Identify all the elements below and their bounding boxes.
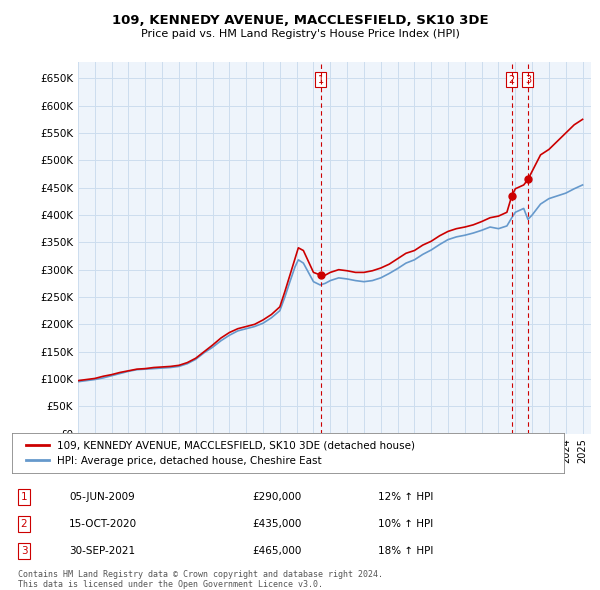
Text: £435,000: £435,000 (252, 519, 301, 529)
Text: 3: 3 (20, 546, 28, 556)
Text: Price paid vs. HM Land Registry's House Price Index (HPI): Price paid vs. HM Land Registry's House … (140, 30, 460, 39)
Text: Contains HM Land Registry data © Crown copyright and database right 2024.: Contains HM Land Registry data © Crown c… (18, 570, 383, 579)
Text: 2: 2 (20, 519, 28, 529)
Text: 109, KENNEDY AVENUE, MACCLESFIELD, SK10 3DE: 109, KENNEDY AVENUE, MACCLESFIELD, SK10 … (112, 14, 488, 27)
Text: This data is licensed under the Open Government Licence v3.0.: This data is licensed under the Open Gov… (18, 579, 323, 589)
Text: 15-OCT-2020: 15-OCT-2020 (69, 519, 137, 529)
Text: £290,000: £290,000 (252, 492, 301, 502)
Text: 30-SEP-2021: 30-SEP-2021 (69, 546, 135, 556)
Text: 2: 2 (509, 75, 515, 85)
Text: 12% ↑ HPI: 12% ↑ HPI (378, 492, 433, 502)
Legend: 109, KENNEDY AVENUE, MACCLESFIELD, SK10 3DE (detached house), HPI: Average price: 109, KENNEDY AVENUE, MACCLESFIELD, SK10 … (23, 437, 418, 469)
Text: 05-JUN-2009: 05-JUN-2009 (69, 492, 135, 502)
Text: 1: 1 (20, 492, 28, 502)
Text: 3: 3 (525, 75, 531, 85)
Text: 10% ↑ HPI: 10% ↑ HPI (378, 519, 433, 529)
Text: 1: 1 (317, 75, 324, 85)
Text: 18% ↑ HPI: 18% ↑ HPI (378, 546, 433, 556)
Text: £465,000: £465,000 (252, 546, 301, 556)
